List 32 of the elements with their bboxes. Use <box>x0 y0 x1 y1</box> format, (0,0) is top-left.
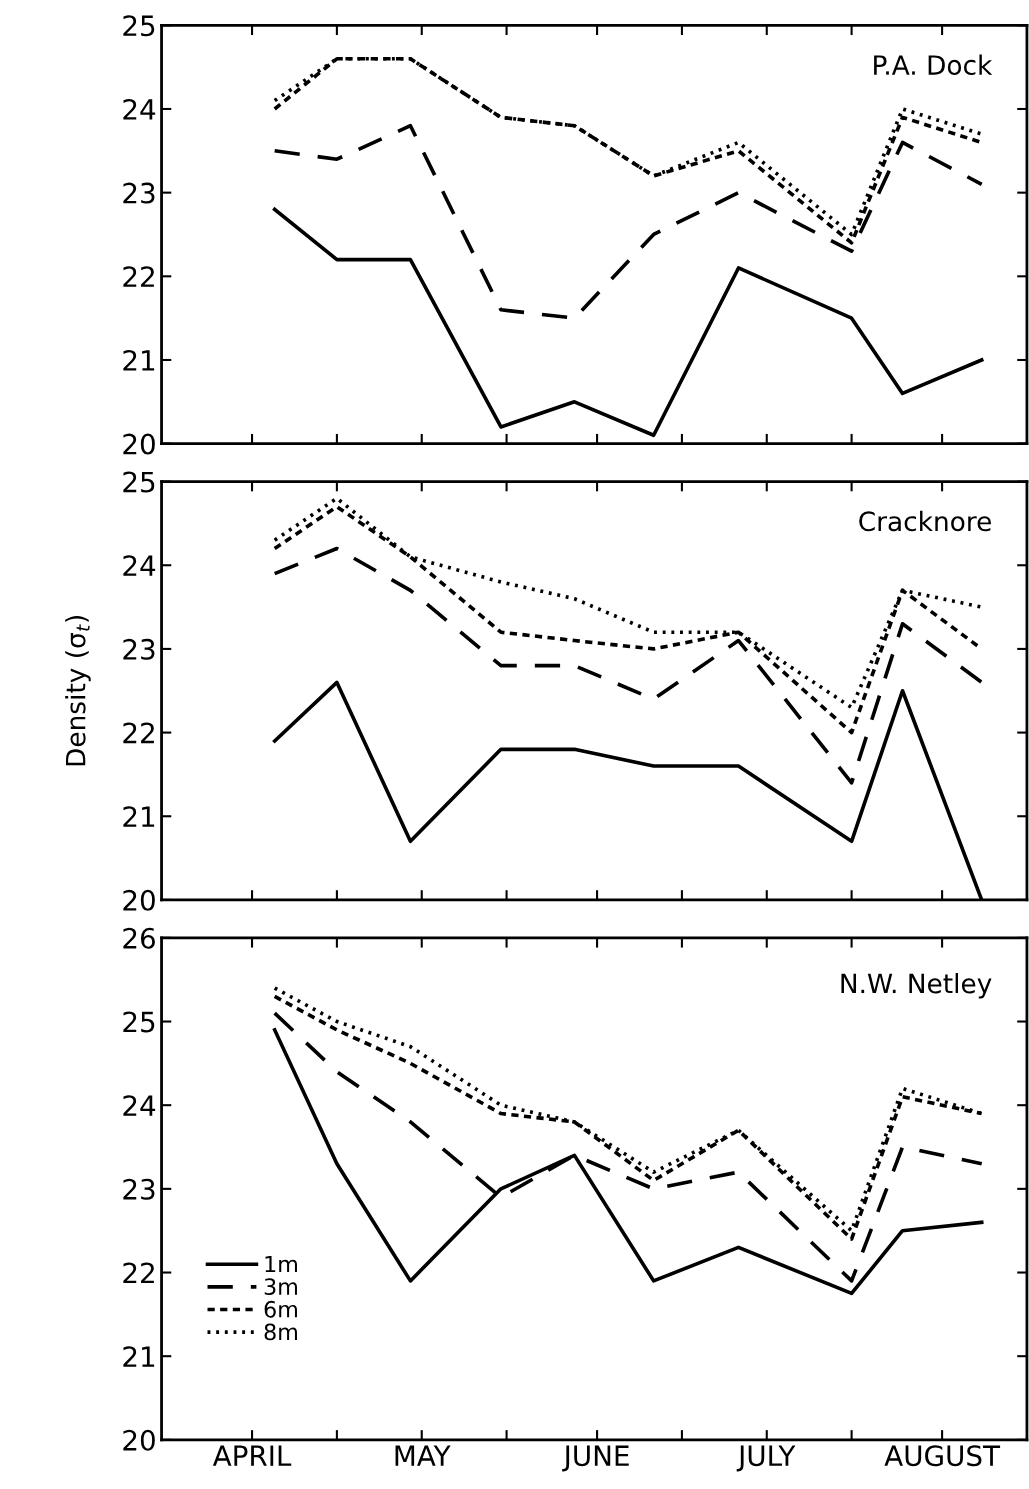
y-tick-label: 21 <box>123 349 155 371</box>
x-tick-label: MAY <box>395 1445 451 1466</box>
text: P.A. Dock <box>874 54 993 76</box>
y-tick-label: 24 <box>123 98 156 120</box>
legend-label: 1m <box>265 1255 297 1273</box>
y-tick-label: 20 <box>123 1429 155 1451</box>
legend-label: 6m <box>264 1300 297 1318</box>
y-tick-label: 25 <box>123 471 155 493</box>
x-tick-label: APRIL <box>212 1445 292 1466</box>
y-tick-label: 25 <box>123 1011 155 1033</box>
y-tick-label: 22 <box>123 266 154 287</box>
y-tick-label: 26 <box>123 927 155 949</box>
y-tick-label: 21 <box>123 806 155 827</box>
y-tick-label: 23 <box>123 638 155 660</box>
legend-label: 3m <box>264 1278 297 1296</box>
y-tick-label: 22 <box>123 1262 154 1284</box>
y-tick-label: 23 <box>123 182 155 204</box>
legend-label: 8m <box>264 1323 297 1341</box>
y-axis-title: Density (σ$_{t}$) <box>65 615 91 766</box>
y-tick-label: 25 <box>123 15 155 37</box>
y-tick-label: 22 <box>123 722 154 744</box>
y-tick-label: 20 <box>123 433 155 455</box>
y-tick-label: 20 <box>123 889 155 911</box>
y-tick-label: 24 <box>123 1095 156 1116</box>
y-tick-label: 21 <box>123 1346 155 1367</box>
text: Cracknore <box>859 510 991 532</box>
y-tick-label: 24 <box>123 555 156 576</box>
x-tick-label: JULY <box>736 1445 796 1472</box>
text: N.W. Netley <box>841 972 992 999</box>
y-tick-label: 23 <box>123 1178 155 1200</box>
x-tick-label: AUGUST <box>884 1445 1001 1467</box>
x-tick-label: JUNE <box>562 1445 629 1472</box>
